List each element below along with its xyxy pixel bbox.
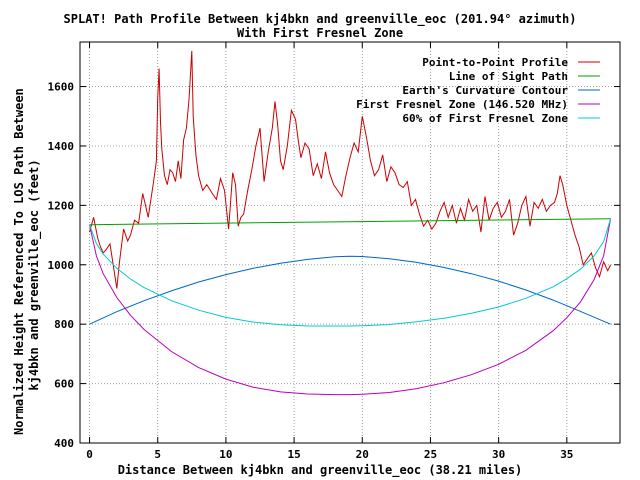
x-tick-label: 25 <box>424 448 437 461</box>
chart-title: SPLAT! Path Profile Between kj4bkn and g… <box>63 12 577 26</box>
x-tick-label: 5 <box>154 448 161 461</box>
series-line-4 <box>89 218 612 327</box>
legend-label-4: 60% of First Fresnel Zone <box>402 112 568 125</box>
plot-frame <box>79 41 621 444</box>
series-lines <box>89 50 612 396</box>
y-tick-label: 800 <box>54 318 74 331</box>
x-tick-label: 20 <box>356 448 369 461</box>
legend-label-3: First Fresnel Zone (146.520 MHz) <box>356 98 568 111</box>
y-tick-label: 1000 <box>48 259 75 272</box>
chart-subtitle: With First Fresnel Zone <box>236 26 404 40</box>
legend-label-2: Earth's Curvature Contour <box>402 84 568 97</box>
legend-label-1: Line of Sight Path <box>449 70 568 83</box>
x-tick-label: 30 <box>492 448 505 461</box>
series-line-2 <box>89 255 611 325</box>
legend-label-0: Point-to-Point Profile <box>422 56 568 69</box>
y-tick-label: 1600 <box>48 81 75 94</box>
axes: 0 5 10 15 20 25 30 35 400 600 800 1000 1200 1400 1600 <box>48 41 621 461</box>
y-tick-label: 1200 <box>48 199 75 212</box>
x-tick-label: 15 <box>287 448 300 461</box>
x-axis-label: Distance Between kj4bkn and greenville_e… <box>117 463 523 477</box>
x-tick-label: 35 <box>560 448 573 461</box>
x-tick-label: 10 <box>219 448 232 461</box>
x-tick-label: 0 <box>86 448 93 461</box>
series-line-1 <box>89 218 611 226</box>
y-tick-label: 400 <box>54 437 74 450</box>
y-tick-label: 1400 <box>48 140 75 153</box>
series-line-3 <box>89 218 612 396</box>
y-tick-label: 600 <box>54 378 74 391</box>
